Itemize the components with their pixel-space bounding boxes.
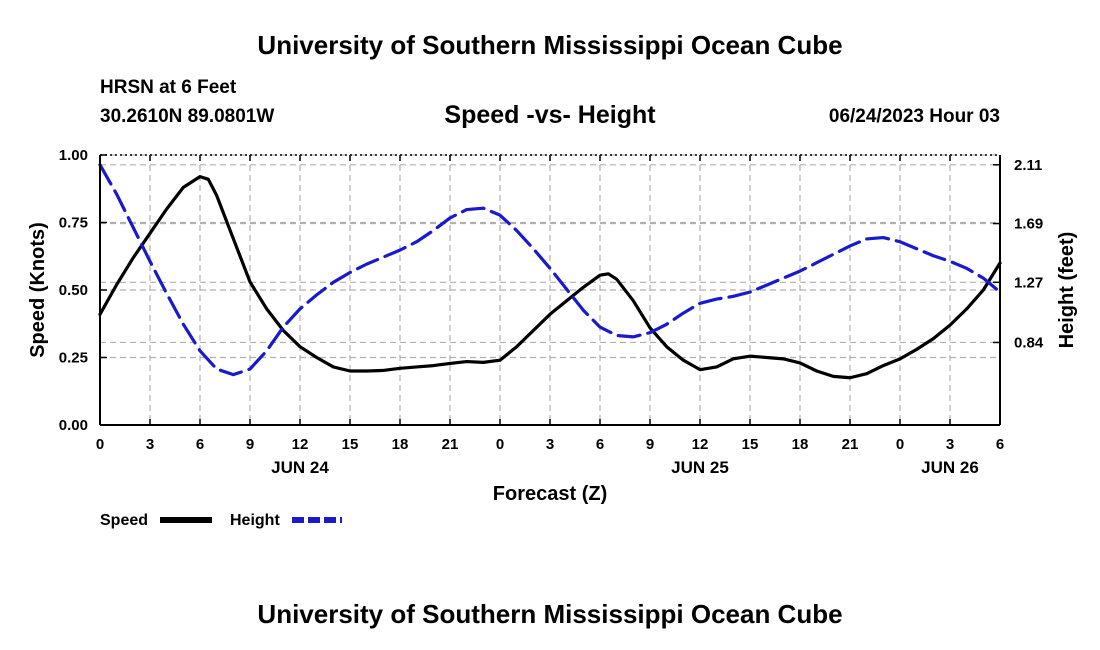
y-tick-label-right: 1.27 bbox=[1014, 274, 1043, 291]
legend: Speed Height bbox=[100, 512, 342, 529]
x-tick-label: 6 bbox=[996, 436, 1004, 453]
y-axis-title-right: Height (feet) bbox=[1056, 232, 1078, 349]
x-tick-label: 21 bbox=[442, 436, 459, 453]
x-tick-label: 15 bbox=[342, 436, 359, 453]
x-tick-label: 3 bbox=[946, 436, 954, 453]
y-axis-title: Speed (Knots) bbox=[27, 222, 49, 358]
y-tick-label: 0.00 bbox=[59, 417, 88, 434]
y-tick-label-right: 1.69 bbox=[1014, 216, 1043, 233]
x-tick-label: 0 bbox=[496, 436, 504, 453]
y-tick-label: 0.75 bbox=[59, 215, 88, 232]
grid bbox=[99, 154, 1001, 426]
x-date-label: JUN 24 bbox=[271, 458, 329, 477]
station-coordinates: 30.2610N 89.0801W bbox=[100, 106, 275, 127]
x-tick-label: 9 bbox=[646, 436, 654, 453]
x-tick-label: 9 bbox=[246, 436, 254, 453]
legend-speed-label: Speed bbox=[100, 512, 148, 529]
x-tick-label: 21 bbox=[842, 436, 859, 453]
x-axis-title: Forecast (Z) bbox=[493, 483, 607, 505]
y-tick-label-right: 2.11 bbox=[1014, 157, 1042, 174]
speed-series-line bbox=[98, 175, 1002, 380]
x-tick-label: 15 bbox=[742, 436, 759, 453]
x-tick-label: 0 bbox=[896, 436, 904, 453]
x-date-label: JUN 25 bbox=[671, 458, 729, 477]
y-tick-label: 0.50 bbox=[59, 282, 88, 299]
station-label: HRSN at 6 Feet bbox=[100, 77, 237, 98]
x-tick-label: 18 bbox=[792, 436, 809, 453]
y-tick-label: 1.00 bbox=[59, 147, 88, 164]
x-tick-label: 0 bbox=[96, 436, 104, 453]
height-series-line bbox=[98, 163, 1002, 377]
x-tick-label: 3 bbox=[146, 436, 154, 453]
x-tick-label: 6 bbox=[596, 436, 604, 453]
forecast-datetime: 06/24/2023 Hour 03 bbox=[828, 106, 1000, 127]
x-tick-label: 18 bbox=[392, 436, 409, 453]
x-tick-label: 12 bbox=[692, 436, 709, 453]
chart-subtitle: Speed -vs- Height bbox=[444, 101, 656, 129]
series-layer bbox=[98, 163, 1002, 380]
chart-title: University of Southern Mississippi Ocean… bbox=[257, 30, 843, 60]
x-tick-label: 12 bbox=[292, 436, 309, 453]
x-tick-label: 6 bbox=[196, 436, 204, 453]
legend-height-label: Height bbox=[230, 512, 280, 529]
footer-title: University of Southern Mississippi Ocean… bbox=[257, 599, 843, 629]
y-tick-label: 0.25 bbox=[59, 350, 88, 367]
axes: 0 3 6 9 12 15 18 21 0 3 6 9 12 15 18 21 0 3 6 JUN 24 JUN 25 J… bbox=[59, 147, 1044, 477]
y-tick-label-right: 0.84 bbox=[1014, 334, 1044, 351]
x-date-label: JUN 26 bbox=[921, 458, 979, 477]
x-tick-label: 3 bbox=[546, 436, 554, 453]
